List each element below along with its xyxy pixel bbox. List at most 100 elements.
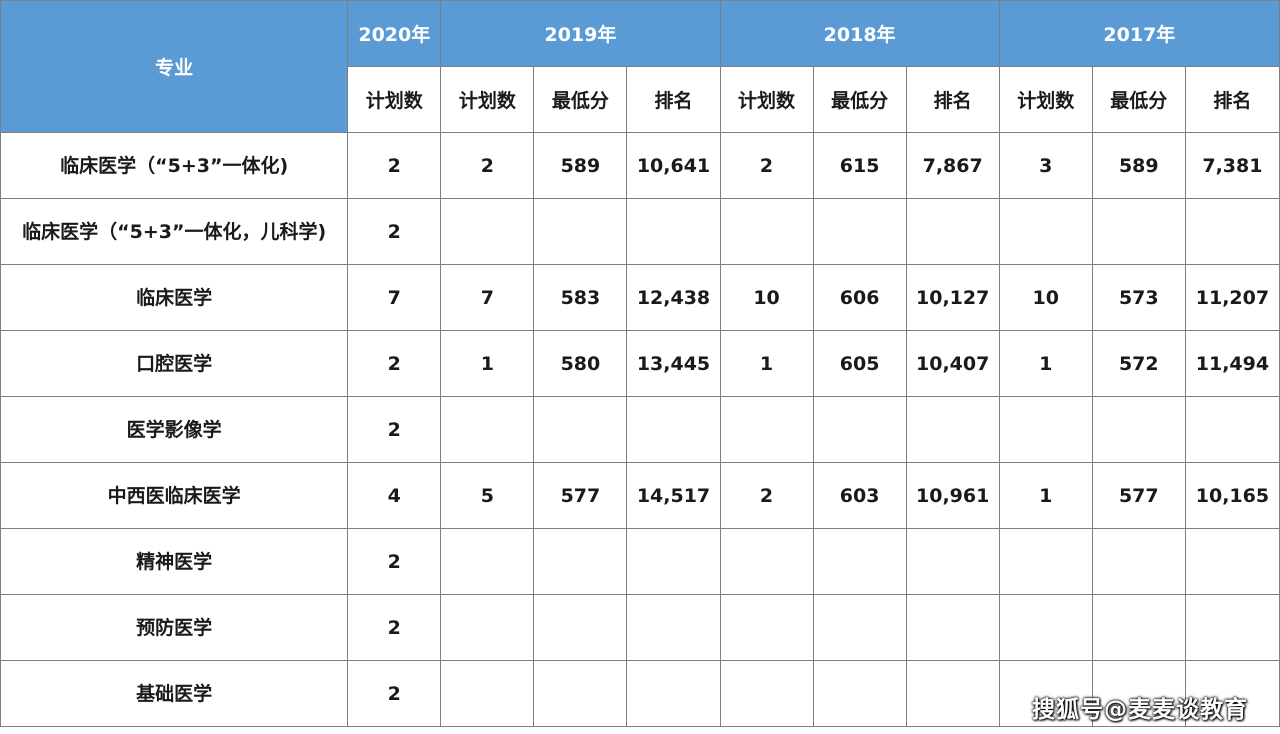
plan-2020-cell: 4 — [347, 462, 442, 529]
plan-2020-cell: 2 — [347, 660, 442, 727]
rank-2018-cell — [905, 198, 1000, 265]
plan-2020-cell: 2 — [347, 528, 442, 595]
table-row: 临床医学（“5+3”一体化，儿科学) 2 — [0, 198, 1280, 265]
rank-2017-cell: 7,381 — [1184, 132, 1280, 199]
plan-2018-cell: 2 — [719, 462, 814, 529]
table-row: 临床医学 7 7 583 12,438 10 606 10,127 10 573 11,207 — [0, 264, 1280, 331]
rank-2018-cell — [905, 528, 1000, 595]
plan-2017-cell — [998, 594, 1093, 661]
major-cell: 基础医学 — [0, 660, 349, 727]
min-score-2018-cell — [812, 660, 907, 727]
major-cell: 临床医学 — [0, 264, 349, 331]
subheader-plan: 计划数 — [719, 66, 814, 133]
plan-2020-cell: 2 — [347, 330, 442, 397]
rank-2018-cell — [905, 594, 1000, 661]
major-cell: 中西医临床医学 — [0, 462, 349, 529]
min-score-2018-cell — [812, 528, 907, 595]
min-score-2017-cell: 577 — [1091, 462, 1186, 529]
rank-2019-cell: 10,641 — [626, 132, 721, 199]
plan-2017-cell: 1 — [998, 330, 1093, 397]
year-header-2018: 2018年 — [719, 0, 1000, 67]
major-cell: 医学影像学 — [0, 396, 349, 463]
min-score-2017-cell: 573 — [1091, 264, 1186, 331]
table-row: 中西医临床医学 4 5 577 14,517 2 603 10,961 1 577 10,165 — [0, 462, 1280, 529]
plan-2020-cell: 2 — [347, 132, 442, 199]
rank-2019-cell — [626, 396, 721, 463]
plan-2018-cell — [719, 528, 814, 595]
rank-2018-cell: 10,407 — [905, 330, 1000, 397]
plan-2019-cell — [440, 528, 535, 595]
rank-2019-cell — [626, 594, 721, 661]
plan-2017-cell — [998, 396, 1093, 463]
min-score-2019-cell — [533, 198, 628, 265]
plan-2018-cell — [719, 660, 814, 727]
min-score-2018-cell — [812, 198, 907, 265]
subheader-min-score: 最低分 — [1091, 66, 1186, 133]
min-score-2018-cell: 606 — [812, 264, 907, 331]
year-header-2020: 2020年 — [347, 0, 442, 67]
major-cell: 口腔医学 — [0, 330, 349, 397]
min-score-2019-cell: 589 — [533, 132, 628, 199]
plan-2019-cell: 1 — [440, 330, 535, 397]
major-cell: 预防医学 — [0, 594, 349, 661]
rank-2018-cell: 10,961 — [905, 462, 1000, 529]
min-score-2018-cell — [812, 396, 907, 463]
rank-2017-cell: 10,165 — [1184, 462, 1280, 529]
rank-2017-cell — [1184, 528, 1280, 595]
plan-2018-cell: 10 — [719, 264, 814, 331]
plan-2017-cell — [998, 198, 1093, 265]
rank-2017-cell — [1184, 660, 1280, 727]
rank-2017-cell — [1184, 396, 1280, 463]
rank-2018-cell — [905, 660, 1000, 727]
major-header: 专业 — [0, 0, 349, 133]
major-cell: 临床医学（“5+3”一体化) — [0, 132, 349, 199]
subheader-rank: 排名 — [905, 66, 1000, 133]
rank-2018-cell: 7,867 — [905, 132, 1000, 199]
min-score-2018-cell: 615 — [812, 132, 907, 199]
year-header-2017: 2017年 — [998, 0, 1280, 67]
plan-2017-cell — [998, 660, 1093, 727]
rank-2018-cell — [905, 396, 1000, 463]
rank-2019-cell: 13,445 — [626, 330, 721, 397]
subheader-plan: 计划数 — [440, 66, 535, 133]
table-row: 基础医学 2 — [0, 660, 1280, 727]
min-score-2019-cell: 583 — [533, 264, 628, 331]
plan-2018-cell: 2 — [719, 132, 814, 199]
rank-2019-cell: 12,438 — [626, 264, 721, 331]
min-score-2019-cell — [533, 396, 628, 463]
min-score-2019-cell: 580 — [533, 330, 628, 397]
rank-2019-cell — [626, 198, 721, 265]
subheader-min-score: 最低分 — [533, 66, 628, 133]
rank-2017-cell: 11,494 — [1184, 330, 1280, 397]
plan-2020-cell: 7 — [347, 264, 442, 331]
rank-2018-cell: 10,127 — [905, 264, 1000, 331]
plan-2019-cell: 5 — [440, 462, 535, 529]
min-score-2017-cell — [1091, 528, 1186, 595]
min-score-2017-cell — [1091, 660, 1186, 727]
watermark: 搜狐号@麦麦谈教育 — [1032, 697, 1248, 723]
table-row: 精神医学 2 — [0, 528, 1280, 595]
subheader-rank: 排名 — [626, 66, 721, 133]
rank-2017-cell: 11,207 — [1184, 264, 1280, 331]
plan-2018-cell — [719, 396, 814, 463]
plan-2020-cell: 2 — [347, 594, 442, 661]
table-row: 医学影像学 2 — [0, 396, 1280, 463]
plan-2019-cell — [440, 396, 535, 463]
min-score-2017-cell — [1091, 594, 1186, 661]
min-score-2017-cell — [1091, 198, 1186, 265]
plan-2018-cell: 1 — [719, 330, 814, 397]
plan-2017-cell — [998, 528, 1093, 595]
plan-2017-cell: 3 — [998, 132, 1093, 199]
plan-2019-cell — [440, 660, 535, 727]
plan-2017-cell: 10 — [998, 264, 1093, 331]
rank-2019-cell — [626, 660, 721, 727]
min-score-2018-cell: 605 — [812, 330, 907, 397]
rank-2019-cell — [626, 528, 721, 595]
major-cell: 临床医学（“5+3”一体化，儿科学) — [0, 198, 349, 265]
year-header-2019: 2019年 — [440, 0, 721, 67]
min-score-2017-cell: 572 — [1091, 330, 1186, 397]
plan-2019-cell: 7 — [440, 264, 535, 331]
subheader-plan: 计划数 — [347, 66, 442, 133]
min-score-2019-cell — [533, 594, 628, 661]
